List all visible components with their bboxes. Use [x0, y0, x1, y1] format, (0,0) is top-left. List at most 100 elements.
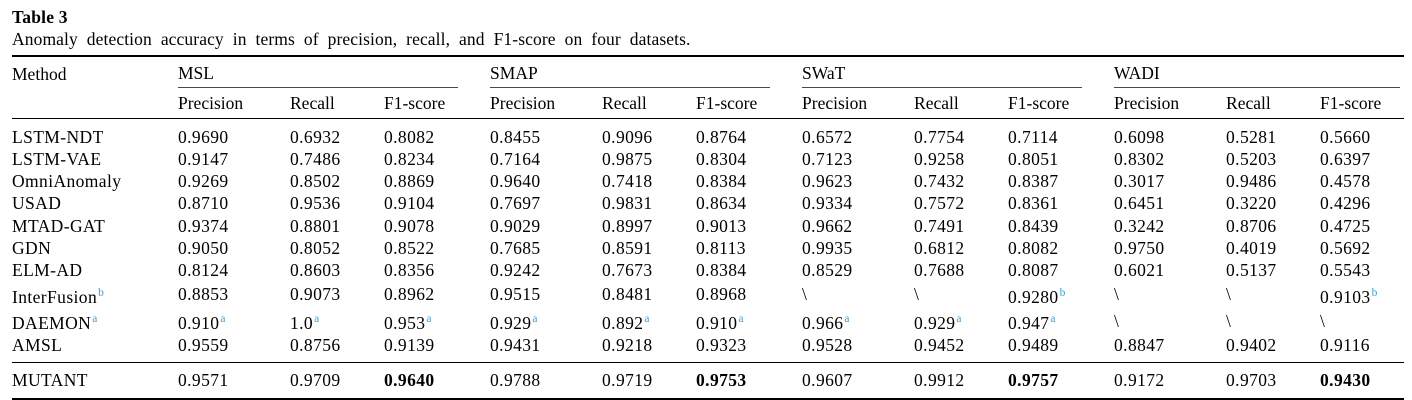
value-cell: 0.8302	[1114, 148, 1226, 170]
cell-value: 0.8634	[696, 193, 747, 214]
value-cell: 0.8706	[1226, 215, 1320, 237]
cell-value: 0.9875	[602, 148, 653, 169]
value-cell: 0.8387	[1008, 170, 1114, 192]
value-cell: 0.8634	[696, 192, 802, 214]
table-row: MUTANT 0.9571 0.9709 0.9640 0.9788 0.9719 0.97…	[12, 363, 1404, 400]
value-cell: 0.9139	[384, 334, 490, 363]
value-cell: 0.9719	[602, 363, 696, 400]
cell-value: 0.9280	[1008, 286, 1059, 307]
table-body: LSTM-NDT 0.9690 0.6932 0.8082 0.8455 0.9096 0.…	[12, 118, 1405, 363]
method-cell: MUTANT	[12, 363, 178, 400]
cell-value: 0.9269	[178, 171, 229, 192]
cell-value: MUTANT	[12, 370, 88, 391]
value-cell: 0.9536	[290, 192, 384, 214]
cell-value: 0.8439	[1008, 215, 1059, 236]
cell-value: \	[1226, 284, 1232, 305]
table-row: OmniAnomaly 0.9269 0.8502 0.8869 0.9640 0.741…	[12, 170, 1404, 192]
cell-value: DAEMON	[12, 312, 92, 333]
method-cell: InterFusionb	[12, 282, 178, 308]
value-cell: \	[914, 282, 1008, 308]
table-row: InterFusionb 0.8853 0.9073 0.8962 0.9515 0.84…	[12, 282, 1404, 308]
group-header-swat: SWaT	[802, 55, 1115, 88]
value-cell: 0.8997	[602, 215, 696, 237]
value-cell: 0.9528	[802, 334, 914, 363]
value-cell: 0.8356	[384, 259, 490, 281]
method-cell: MTAD-GAT	[12, 215, 178, 237]
table-row: LSTM-NDT 0.9690 0.6932 0.8082 0.8455 0.9096 0.…	[12, 118, 1404, 148]
cell-value: 0.6021	[1114, 260, 1165, 281]
value-cell: 0.9334	[802, 192, 914, 214]
cell-value: 0.9489	[1008, 334, 1059, 355]
value-cell: 0.8756	[290, 334, 384, 363]
cell-value: 0.8356	[384, 260, 435, 281]
cell-value: 0.9258	[914, 148, 965, 169]
table-row: GDN 0.9050 0.8052 0.8522 0.7685 0.8591 0.8113 0…	[12, 237, 1404, 259]
cell-value: 0.8384	[696, 260, 747, 281]
value-cell: 0.9104	[384, 192, 490, 214]
table-row: MTAD-GAT 0.9374 0.8801 0.9078 0.9029 0.8997 0.…	[12, 215, 1404, 237]
cell-value: 0.8997	[602, 215, 653, 236]
footnote-ref-b: b	[98, 286, 104, 299]
value-cell: 0.8124	[178, 259, 290, 281]
cell-value: 0.929	[914, 312, 956, 333]
cell-value: 0.9690	[178, 126, 229, 147]
value-cell: 0.9753	[696, 363, 802, 400]
group-label: WADI	[1114, 63, 1160, 83]
value-cell: 0.9103b	[1320, 282, 1404, 308]
cell-value: 0.9640	[490, 171, 541, 192]
value-cell: 0.8710	[178, 192, 290, 214]
value-cell: 0.8087	[1008, 259, 1114, 281]
cell-value: 0.8502	[290, 171, 341, 192]
column-header-f1-score: F1-score	[696, 88, 803, 119]
value-cell: 0.9374	[178, 215, 290, 237]
value-cell: 0.9912	[914, 363, 1008, 400]
value-cell: 0.5137	[1226, 259, 1320, 281]
cell-value: 0.9431	[490, 334, 541, 355]
table-label: Table 3	[12, 7, 68, 27]
cell-value: LSTM-NDT	[12, 126, 104, 147]
value-cell: 0.9607	[802, 363, 914, 400]
value-cell: 0.7164	[490, 148, 602, 170]
footnote-ref-a: a	[220, 312, 226, 325]
value-cell: 0.8481	[602, 282, 696, 308]
value-cell: 0.6451	[1114, 192, 1226, 214]
value-cell: 0.6932	[290, 118, 384, 148]
value-cell: 0.5203	[1226, 148, 1320, 170]
value-cell: 0.7688	[914, 259, 1008, 281]
cell-value: 0.9662	[802, 215, 853, 236]
value-cell: 0.8439	[1008, 215, 1114, 237]
cell-value: 0.8603	[290, 260, 341, 281]
value-cell: 0.7685	[490, 237, 602, 259]
cell-value: 0.9103	[1320, 286, 1371, 307]
sub-header-row: Precision Recall F1-score Precision Recall F1…	[12, 88, 1405, 119]
group-label: MSL	[178, 63, 214, 83]
cell-value: 0.7114	[1008, 126, 1058, 147]
results-table: Method MSL SMAP SWaT WADI Precision Recall F1…	[12, 55, 1405, 400]
cell-value: LSTM-VAE	[12, 148, 102, 169]
cell-value: 0.8387	[1008, 171, 1059, 192]
value-cell: 0.8052	[290, 237, 384, 259]
cell-value: 0.929	[490, 312, 532, 333]
value-cell: 0.9703	[1226, 363, 1320, 400]
cell-value: 0.8710	[178, 193, 229, 214]
value-cell: 0.9073	[290, 282, 384, 308]
cell-value: 0.7432	[914, 171, 965, 192]
cell-value: 0.9242	[490, 260, 541, 281]
value-cell: 0.7673	[602, 259, 696, 281]
column-header-recall: Recall	[914, 88, 1009, 119]
footnote-ref-a: a	[314, 312, 320, 325]
value-cell: 0.8869	[384, 170, 490, 192]
group-header-msl: MSL	[178, 55, 491, 88]
value-cell: 0.9013	[696, 215, 802, 237]
value-cell: 0.6812	[914, 237, 1008, 259]
value-cell: 0.6021	[1114, 259, 1226, 281]
value-cell: 0.9430	[1320, 363, 1404, 400]
value-cell: 0.8529	[802, 259, 914, 281]
value-cell: 0.8968	[696, 282, 802, 308]
footnote-ref-a: a	[532, 312, 538, 325]
footnote-ref-a: a	[92, 312, 98, 325]
group-underline	[178, 87, 459, 88]
value-cell: 1.0a	[290, 308, 384, 334]
value-cell: 0.9935	[802, 237, 914, 259]
value-cell: 0.8847	[1114, 334, 1226, 363]
